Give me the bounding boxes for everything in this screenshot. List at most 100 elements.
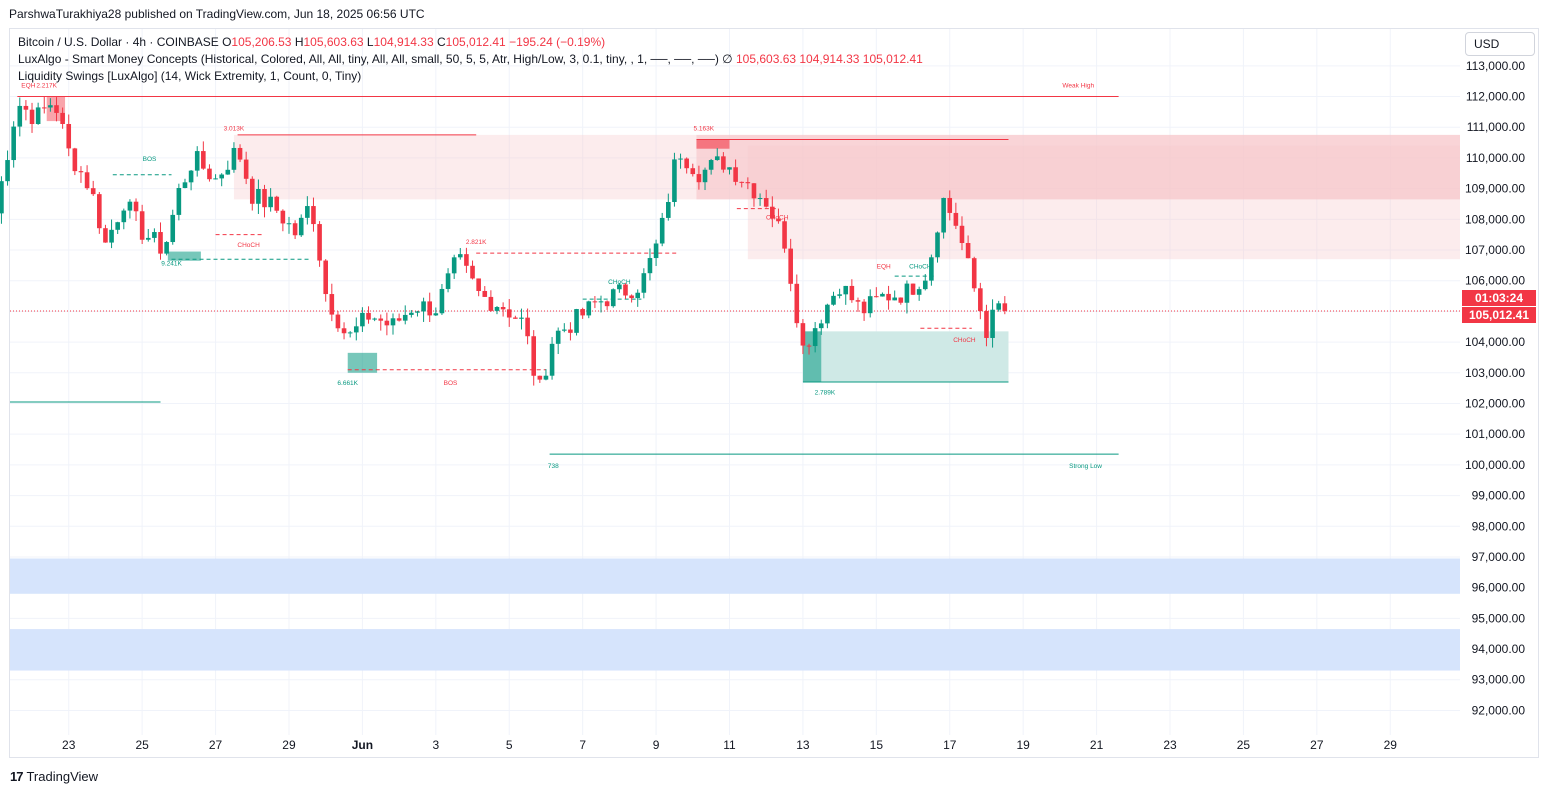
currency-button[interactable]: USD: [1465, 32, 1535, 56]
candle-body: [476, 278, 481, 291]
x-tick-label: 5: [506, 738, 513, 752]
candle-body: [494, 307, 500, 311]
indicator-smc-values: 105,603.63 104,914.33 105,012.41: [735, 52, 923, 66]
candle-body: [323, 260, 328, 295]
candle-body: [54, 105, 59, 113]
candle-body: [904, 283, 910, 303]
candle-body: [513, 317, 518, 319]
candle-body: [433, 313, 439, 316]
candle-body: [610, 289, 616, 307]
y-tick-label: 111,000.00: [1467, 120, 1526, 134]
candle-body: [659, 217, 665, 244]
annotation-label: BOS: [143, 156, 157, 163]
candle-body: [929, 257, 934, 281]
candle-body: [17, 105, 23, 127]
candle-body: [439, 288, 445, 314]
candle-body: [225, 169, 231, 175]
symbol-title: Bitcoin / U.S. Dollar · 4h · COINBASE: [18, 35, 219, 49]
publisher-line: ParshwaTurakhiya28 published on TradingV…: [9, 7, 425, 21]
candle-body: [592, 301, 598, 303]
candle-body: [219, 174, 224, 179]
candle-body: [849, 285, 855, 301]
candle-body: [90, 188, 96, 195]
candle-body: [867, 296, 873, 314]
symbol-legend: Bitcoin / U.S. Dollar · 4h · COINBASE O1…: [18, 35, 605, 49]
x-tick-label: 23: [62, 738, 76, 752]
y-tick-label: 101,000.00: [1465, 427, 1525, 441]
candle-body: [457, 254, 463, 258]
candle-body: [953, 212, 959, 226]
candle-body: [109, 229, 114, 243]
ohlc-low: L104,914.33: [366, 35, 434, 49]
candle-body: [60, 112, 65, 124]
candle-body: [231, 147, 237, 170]
candle-body: [543, 375, 549, 380]
candle-body: [874, 296, 879, 298]
annotation-label: 2.821K: [466, 239, 487, 246]
chart-pane[interactable]: [9, 28, 1539, 758]
y-tick-label: 107,000.00: [1465, 243, 1525, 257]
candle-body: [158, 232, 163, 254]
y-tick-label: 97,000.00: [1472, 550, 1526, 564]
price-change: −195.24 (−0.19%): [509, 35, 606, 49]
x-tick-label: 7: [579, 738, 586, 752]
candle-body: [666, 201, 671, 218]
tradingview-logo[interactable]: 17 TradingView: [10, 769, 98, 784]
y-tick-label: 102,000.00: [1465, 396, 1525, 410]
candle-body: [690, 168, 696, 175]
indicator-legend-liquidity[interactable]: Liquidity Swings [LuxAlgo] (14, Wick Ext…: [18, 69, 361, 83]
candle-body: [506, 309, 512, 318]
candle-body: [213, 178, 218, 180]
candle-body: [714, 156, 720, 161]
candle-body: [66, 123, 72, 149]
annotation-label: CHoCH: [237, 242, 260, 249]
annotation-label: EQH: [21, 82, 35, 89]
candle-body: [353, 326, 359, 333]
candle-body: [347, 332, 353, 334]
candle-body: [574, 309, 579, 333]
candle-body: [800, 323, 806, 346]
candle-body: [500, 307, 506, 310]
liquidity-zone-lower: [10, 629, 1460, 671]
tradingview-logo-icon: 17: [10, 769, 24, 784]
candle-body: [886, 293, 891, 301]
candle-body: [127, 201, 133, 211]
candle-body: [372, 318, 377, 320]
ohlc-high: H105,603.63: [294, 35, 364, 49]
candle-body: [427, 301, 433, 316]
candle-body: [794, 283, 800, 324]
candle-body: [965, 243, 971, 259]
y-tick-label: 100,000.00: [1465, 458, 1525, 472]
y-tick-label: 96,000.00: [1472, 581, 1526, 595]
candle-body: [935, 232, 940, 258]
candle-body: [984, 311, 989, 338]
candle-body: [360, 312, 365, 327]
candle-body: [341, 328, 347, 334]
candle-body: [335, 314, 341, 329]
candle-body: [317, 224, 322, 261]
bar-countdown-badge: 01:03:24: [1462, 290, 1536, 306]
candle-body: [415, 311, 420, 313]
candle-body: [409, 312, 414, 315]
annotation-label: CHoCH: [766, 214, 789, 221]
demand-zone: [802, 331, 1009, 382]
candle-body: [451, 257, 457, 274]
annotation-label: 9.241K: [161, 260, 182, 267]
candle-body: [672, 159, 677, 202]
x-tick-label: 19: [1016, 738, 1030, 752]
y-tick-label: 109,000.00: [1465, 182, 1525, 196]
last-price-badge: 105,012.41: [1462, 307, 1536, 323]
indicator-legend-smc[interactable]: LuxAlgo - Smart Money Concepts (Historic…: [18, 52, 923, 66]
candle-body: [684, 158, 689, 169]
supply-zone-extended: [233, 134, 1460, 200]
candle-body: [23, 105, 29, 110]
y-tick-label: 104,000.00: [1465, 335, 1525, 349]
candle-body: [708, 160, 714, 170]
indicator-smc-label: LuxAlgo - Smart Money Concepts (Historic…: [18, 52, 733, 66]
supply-zone-lower: [747, 145, 1460, 260]
candle-body: [629, 295, 634, 299]
candle-body: [1002, 303, 1008, 312]
candle-body: [831, 295, 836, 305]
candle-body: [647, 258, 653, 274]
